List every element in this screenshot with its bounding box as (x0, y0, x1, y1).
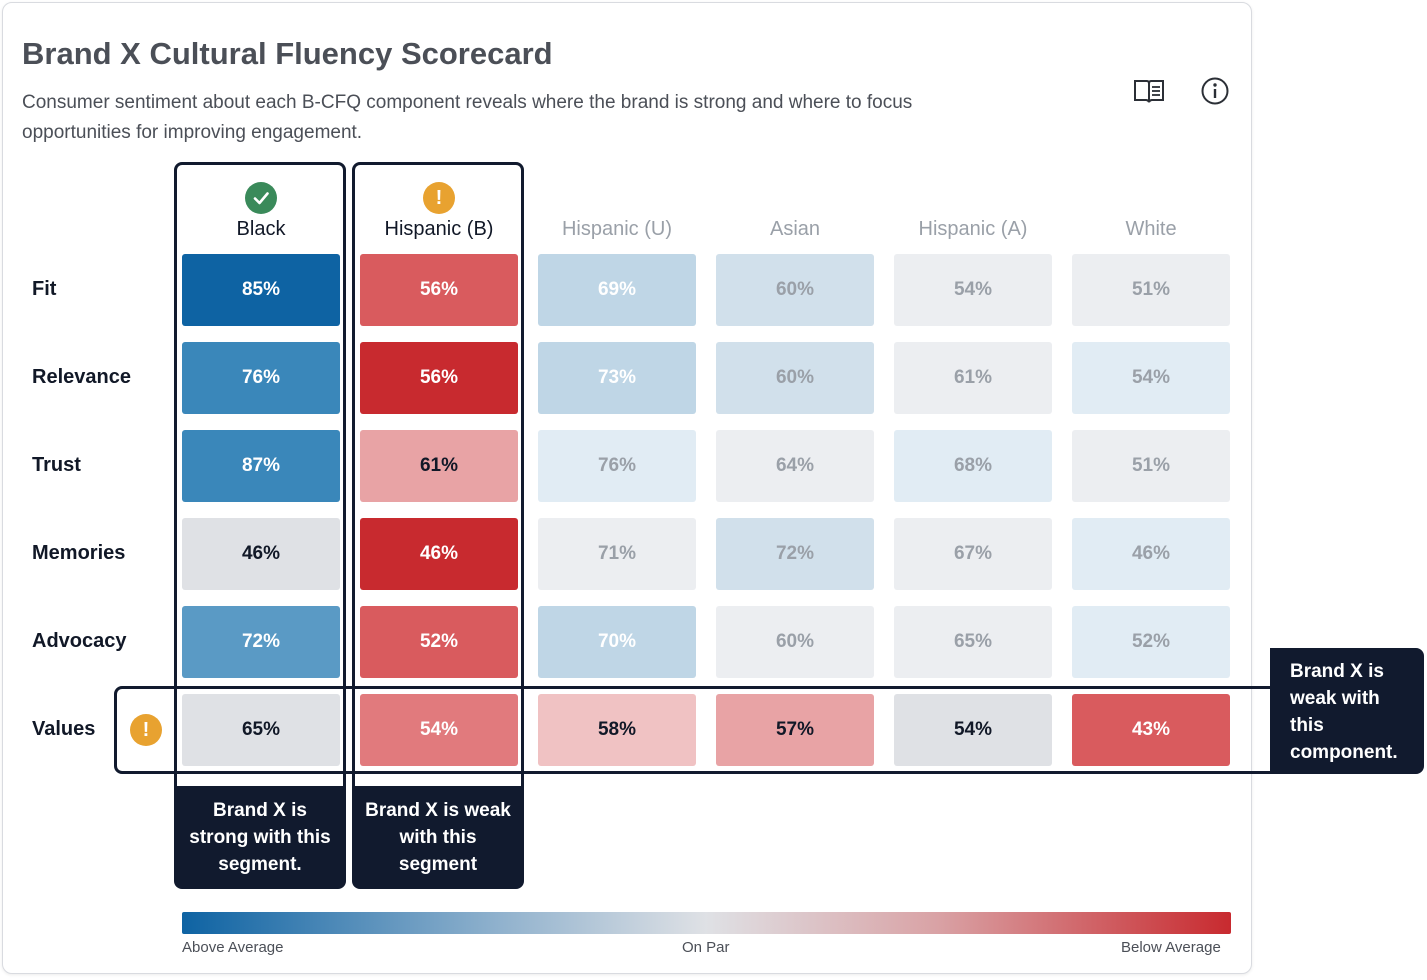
column-header: Black (236, 218, 286, 240)
legend-above-average: Above Average (182, 939, 284, 956)
heatmap-cell[interactable]: 67% (894, 518, 1052, 590)
heatmap-cell[interactable]: 64% (716, 430, 874, 502)
info-icon[interactable] (1198, 74, 1232, 108)
heatmap-cell[interactable]: 60% (716, 254, 874, 326)
alert-icon: ! (423, 182, 455, 214)
heatmap-cell[interactable]: 69% (538, 254, 696, 326)
heatmap-cell[interactable]: 56% (360, 254, 518, 326)
heatmap-cell[interactable]: 72% (716, 518, 874, 590)
heatmap-cell[interactable]: 51% (1072, 430, 1230, 502)
heatmap-cell[interactable]: 85% (182, 254, 340, 326)
page-title: Brand X Cultural Fluency Scorecard (22, 36, 553, 71)
heatmap-cell[interactable]: 57% (716, 694, 874, 766)
heatmap-cell[interactable]: 60% (716, 342, 874, 414)
row-label: Trust (32, 454, 81, 476)
heatmap-cell[interactable]: 65% (894, 606, 1052, 678)
legend-on-par: On Par (682, 939, 730, 956)
heatmap-cell[interactable]: 56% (360, 342, 518, 414)
heatmap-cell[interactable]: 52% (360, 606, 518, 678)
heatmap-cell[interactable]: 76% (182, 342, 340, 414)
heatmap-cell[interactable]: 61% (360, 430, 518, 502)
hispanic-b-callout: Brand X is weak with this segment (352, 786, 524, 889)
heatmap-cell[interactable]: 54% (360, 694, 518, 766)
heatmap-cell[interactable]: 71% (538, 518, 696, 590)
heatmap-cell[interactable]: 61% (894, 342, 1052, 414)
heatmap-cell[interactable]: 43% (1072, 694, 1230, 766)
heatmap-cell[interactable]: 60% (716, 606, 874, 678)
black-callout: Brand X is strong with this segment. (174, 786, 346, 889)
row-label: Advocacy (32, 630, 127, 652)
heatmap-cell[interactable]: 65% (182, 694, 340, 766)
heatmap-cell[interactable]: 73% (538, 342, 696, 414)
heatmap-cell[interactable]: 87% (182, 430, 340, 502)
heatmap-cell[interactable]: 54% (894, 694, 1052, 766)
heatmap-cell[interactable]: 46% (360, 518, 518, 590)
heatmap-cell[interactable]: 68% (894, 430, 1052, 502)
heatmap-cell[interactable]: 46% (182, 518, 340, 590)
values-alert-icon: ! (130, 714, 162, 746)
row-label: Fit (32, 278, 57, 300)
legend-below-average: Below Average (1121, 939, 1221, 956)
column-header: Hispanic (A) (918, 218, 1028, 240)
heatmap-cell[interactable]: 70% (538, 606, 696, 678)
open-book-icon[interactable] (1132, 74, 1166, 108)
column-header: Asian (769, 218, 821, 240)
column-header: White (1125, 218, 1177, 240)
row-label: Memories (32, 542, 126, 564)
color-scale-legend (182, 912, 1231, 934)
heatmap-cell[interactable]: 54% (894, 254, 1052, 326)
page-subtitle: Consumer sentiment about each B-CFQ comp… (22, 92, 913, 143)
heatmap-cell[interactable]: 76% (538, 430, 696, 502)
column-header: Hispanic (B) (384, 218, 494, 240)
heatmap-cell[interactable]: 52% (1072, 606, 1230, 678)
heatmap-cell[interactable]: 54% (1072, 342, 1230, 414)
heatmap-cell[interactable]: 72% (182, 606, 340, 678)
heatmap-cell[interactable]: 51% (1072, 254, 1230, 326)
heatmap-cell[interactable]: 58% (538, 694, 696, 766)
heatmap-cell[interactable]: 46% (1072, 518, 1230, 590)
values-callout: Brand X is weak with this component. (1270, 648, 1424, 774)
column-header: Hispanic (U) (561, 218, 673, 240)
check-icon (245, 182, 277, 214)
row-label: Relevance (32, 366, 131, 388)
row-label: Values (32, 718, 96, 740)
